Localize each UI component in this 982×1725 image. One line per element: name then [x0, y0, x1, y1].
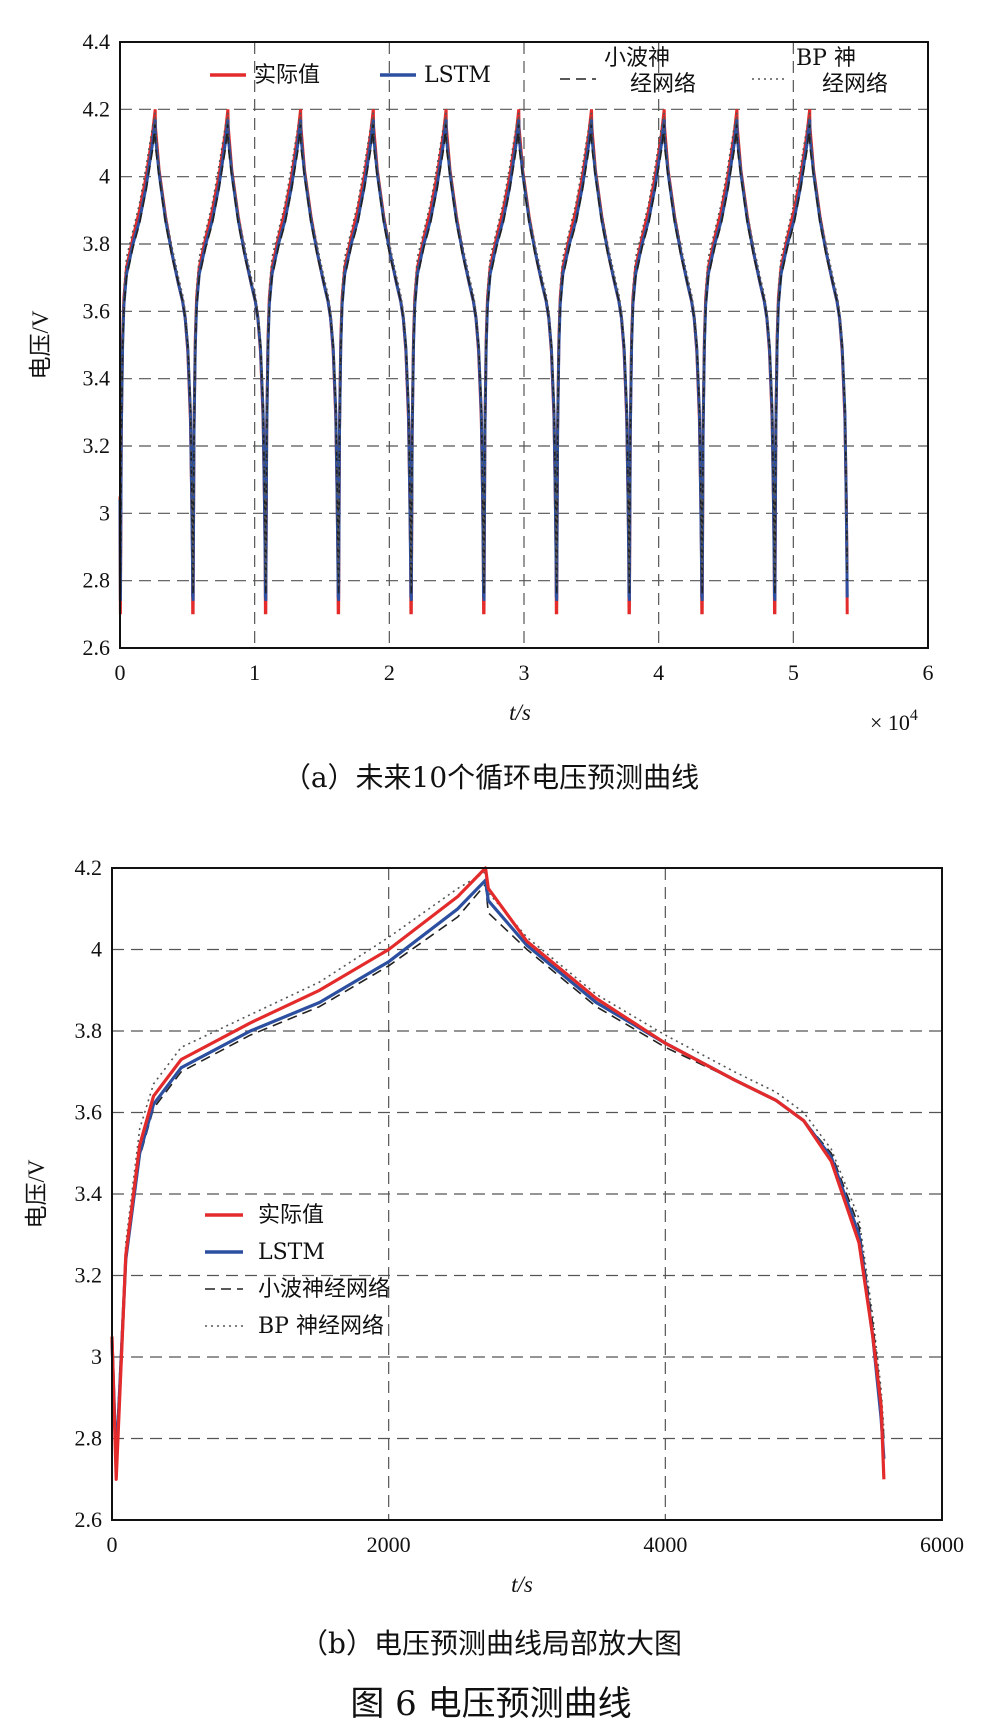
chart-a-y-tick-label: 3.2: [83, 433, 111, 458]
chart-a-x-tick-label: 5: [788, 660, 799, 685]
chart-b-legend-label: LSTM: [258, 1240, 325, 1265]
chart-a-y-tick-label: 3: [99, 500, 110, 525]
chart-b-x-tick-label: 2000: [367, 1532, 411, 1557]
chart-b-legend-label: 实际值: [258, 1203, 324, 1228]
chart-a-plot-frame: [119, 41, 929, 649]
chart-b-y-tick-label: 2.6: [75, 1507, 103, 1532]
chart-a-y-tick-label: 4.4: [83, 29, 111, 54]
chart-b-x-axis-label: t/s: [511, 1572, 533, 1597]
chart-a-y-tick-label: 2.8: [83, 568, 111, 593]
chart-b-series-line: [110, 866, 886, 1481]
chart-b-ticks: 0 2000 4000 6000 2.6 2.8 3 3.2 3.4 3.6 3.8 4 4.2: [75, 855, 965, 1557]
chart-b-series-line: [111, 883, 885, 1456]
chart-a-x-axis-label: t/s: [509, 700, 531, 725]
chart-b-y-tick-label: 2.8: [75, 1426, 103, 1451]
chart-a-x-tick-label: 0: [115, 660, 126, 685]
chart-b-x-tick-label: 4000: [643, 1532, 687, 1557]
chart-a-x-tick-label: 6: [923, 660, 934, 685]
chart-b: 0 2000 4000 6000 2.6 2.8 3 3.2 3.4 3.6 3.8 4 4.2 电压/…: [24, 855, 964, 1597]
chart-a: 0 1 2 3 4 5 6 2.6 2.8 3 3.2 3.4 3.6 3.8 4 4.2 4.4 电压/V t…: [28, 29, 934, 735]
chart-a-legend: 实际值 LSTM 小波神经网络 BP 神经网络: [210, 46, 888, 97]
chart-a-legend-label: LSTM: [424, 63, 491, 88]
chart-b-grid: [112, 868, 942, 1520]
chart-b-y-tick-label: 4.2: [75, 855, 103, 880]
chart-b-x-tick-label: 6000: [920, 1532, 964, 1557]
chart-a-y-tick-label: 4: [99, 164, 110, 189]
chart-b-x-tick-label: 0: [107, 1532, 118, 1557]
chart-a-y-tick-label: 4.2: [83, 96, 111, 121]
chart-a-x-tick-label: 4: [653, 660, 664, 685]
chart-b-y-tick-label: 3: [91, 1344, 102, 1369]
chart-b-y-axis-label: 电压/V: [24, 1159, 49, 1228]
chart-a-x-multiplier-base: × 10: [870, 710, 910, 735]
chart-b-series-line: [110, 878, 886, 1465]
chart-a-series-line: [119, 112, 848, 588]
chart-a-y-tick-label: 3.8: [83, 231, 111, 256]
chart-b-y-tick-label: 3.2: [75, 1263, 103, 1288]
chart-a-y-tick-label: 2.6: [83, 635, 111, 660]
chart-b-y-tick-label: 3.8: [75, 1018, 103, 1043]
chart-a-x-tick-label: 1: [249, 660, 260, 685]
chart-a-y-axis-label: 电压/V: [28, 310, 53, 379]
chart-a-legend-label: 实际值: [254, 63, 320, 88]
caption-a: （a）未来10个循环电压预测曲线: [282, 761, 700, 794]
chart-b-legend: 实际值 LSTM 小波神经网络 BP 神经网络: [205, 1203, 390, 1339]
chart-b-series-line: [111, 871, 885, 1448]
chart-b-lines: [110, 866, 886, 1481]
chart-b-legend-label: BP 神经网络: [258, 1314, 384, 1339]
chart-b-y-tick-label: 3.4: [75, 1181, 103, 1206]
chart-a-y-tick-label: 3.4: [83, 366, 111, 391]
chart-b-legend-label: 小波神经网络: [258, 1277, 390, 1302]
chart-a-x-multiplier-exponent: 4: [910, 707, 918, 724]
chart-a-x-tick-label: 2: [384, 660, 395, 685]
chart-b-y-tick-label: 4: [91, 937, 102, 962]
chart-a-legend-label: BP 神经网络: [796, 46, 888, 97]
chart-a-lines: [118, 109, 849, 615]
chart-a-legend-label: 小波神经网络: [604, 46, 696, 97]
chart-a-x-tick-label: 3: [519, 660, 530, 685]
chart-b-y-tick-label: 3.6: [75, 1100, 103, 1125]
caption-b: （b）电压预测曲线局部放大图: [300, 1627, 682, 1660]
chart-a-x-multiplier: × 104: [870, 707, 918, 735]
chart-a-y-tick-label: 3.6: [83, 298, 111, 323]
chart-a-ticks: 0 1 2 3 4 5 6 2.6 2.8 3 3.2 3.4 3.6 3.8 4 4.2 4.4: [83, 29, 934, 685]
chart-b-plot-frame: [111, 867, 943, 1521]
